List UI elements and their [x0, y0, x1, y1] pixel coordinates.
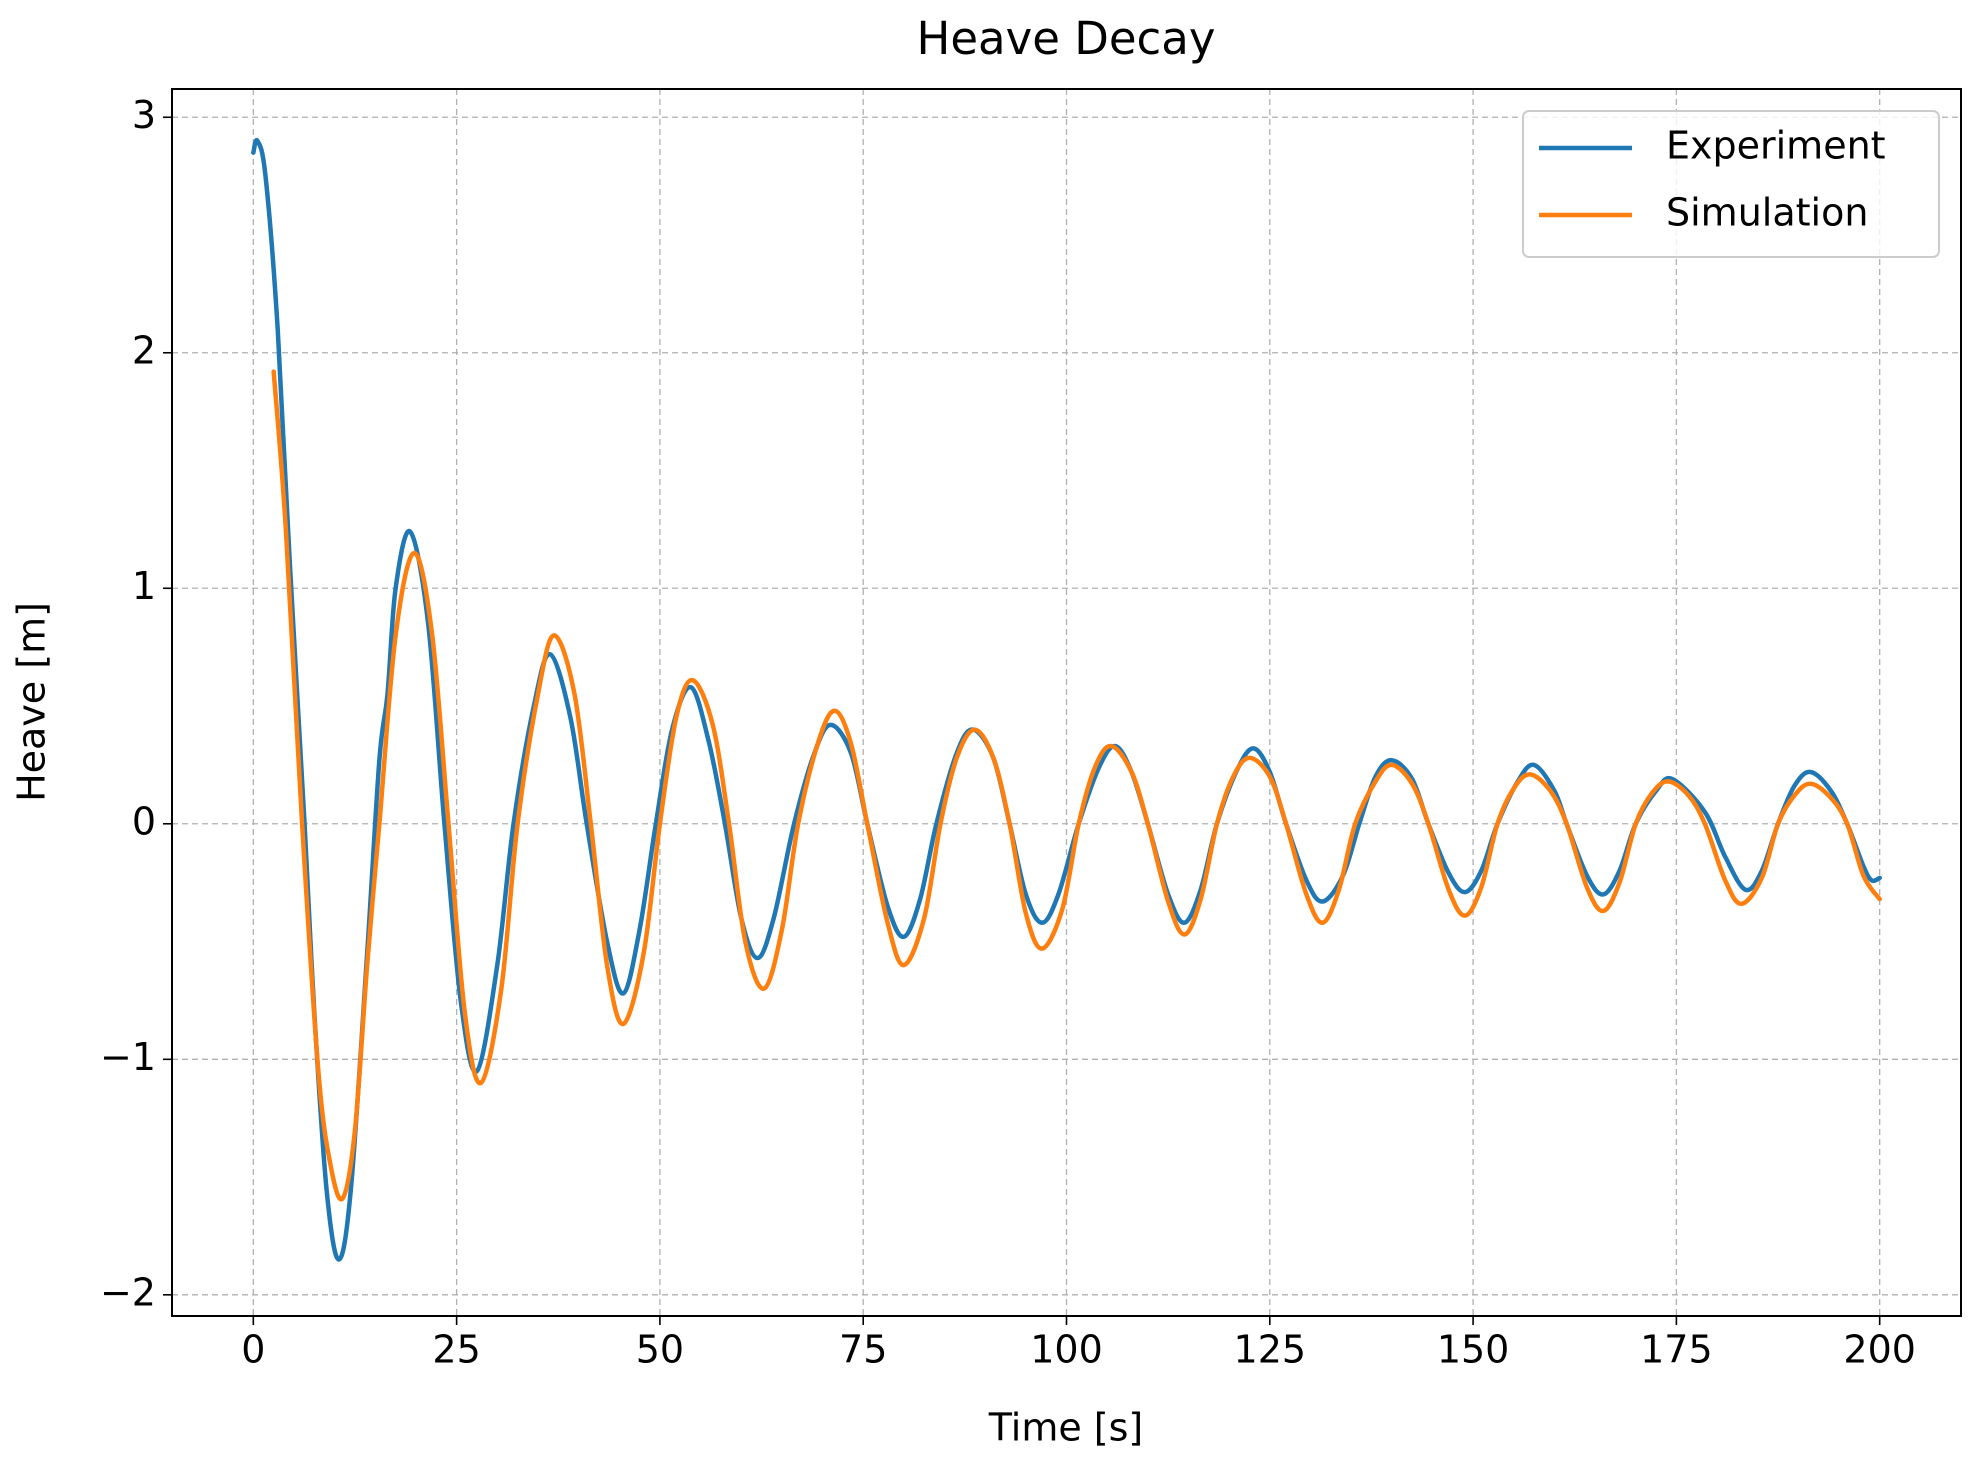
x-tick-label: 125	[1234, 1328, 1307, 1372]
y-tick-label: 0	[132, 799, 156, 843]
legend: Experiment Simulation	[1522, 110, 1940, 258]
x-tick-label: 200	[1843, 1328, 1916, 1372]
plot-area	[251, 137, 1882, 1262]
legend-label: Experiment	[1666, 124, 1886, 168]
y-tick-label: −2	[100, 1270, 156, 1314]
x-tick-label: 100	[1030, 1328, 1103, 1372]
x-tick-label: 175	[1640, 1328, 1713, 1372]
chart-title: Heave Decay	[916, 12, 1215, 65]
x-axis-label: Time [s]	[988, 1406, 1144, 1450]
x-tick-label: 0	[241, 1328, 265, 1372]
x-tick-label: 25	[432, 1328, 480, 1372]
x-tick-label: 150	[1437, 1328, 1510, 1372]
grid	[172, 89, 1961, 1316]
y-tick-label: 2	[132, 328, 156, 372]
y-tick-label: −1	[100, 1035, 156, 1079]
data-line	[271, 369, 1882, 1202]
y-tick-label: 3	[132, 93, 156, 137]
y-axis-label: Heave [m]	[10, 602, 54, 802]
y-tick-label: 1	[132, 564, 156, 608]
x-tick-label: 50	[636, 1328, 684, 1372]
legend-label: Simulation	[1666, 191, 1868, 235]
x-tick-label: 75	[839, 1328, 887, 1372]
